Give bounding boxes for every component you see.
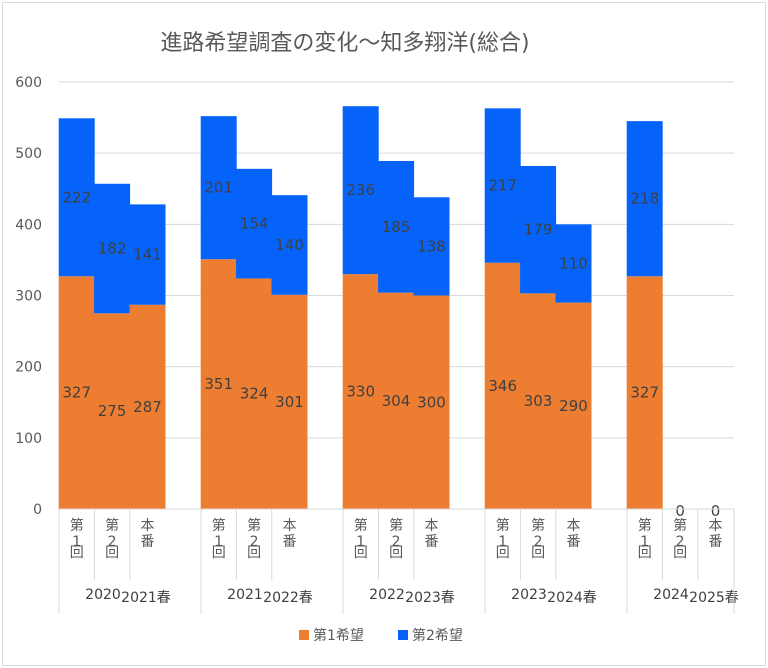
bar-first-choice [520,293,557,509]
data-label-second-choice: 218 [630,190,659,208]
data-label-second-choice: 217 [488,177,517,195]
data-label-second-choice: 182 [98,240,127,258]
data-label-second-choice: 138 [417,237,446,255]
x-group-label-spring: 2024春 [547,590,597,606]
bar-second-choice [58,118,95,277]
data-label-first-choice: 346 [488,377,517,395]
x-group-label-spring: 2025春 [689,590,739,606]
data-label-second-choice: 185 [382,218,411,236]
data-label-second-choice: 140 [275,236,304,254]
data-label-first-choice: 301 [275,393,304,411]
data-label-second-choice: 222 [62,188,91,206]
bar-second-choice [200,116,237,260]
x-group-label-year: 2021 [227,587,263,603]
x-group-label-spring: 2021春 [121,590,171,606]
bar-second-choice [413,197,450,296]
x-group-label-spring: 2022春 [263,590,313,606]
x-group-label-year: 2020 [85,587,121,603]
data-label-second-choice: 154 [240,215,269,233]
legend-label-first-choice: 第1希望 [313,627,364,644]
bar-first-choice [413,295,450,509]
data-label-first-choice: 275 [98,402,127,420]
data-label-first-choice: 303 [524,392,553,410]
data-label-first-choice: 324 [240,385,269,403]
bar-first-choice [378,292,415,509]
legend-swatch-second-choice [398,630,408,640]
data-label-second-choice: 201 [204,179,233,197]
x-group-label-year: 2024 [653,587,689,603]
bar-first-choice [94,313,131,509]
x-category-label: 本番 [567,518,581,550]
chart-title: 進路希望調査の変化～知多翔洋(総合) [160,31,529,56]
bar-second-choice [484,108,521,263]
bar-first-choice [626,276,663,509]
bar-second-choice [378,160,415,293]
bar-second-choice [342,106,379,275]
y-tick-label: 500 [15,146,42,162]
y-tick-label: 300 [15,289,42,305]
data-label-second-choice: 179 [524,221,553,239]
x-group-label-year: 2023 [511,587,547,603]
y-tick-label: 600 [15,75,42,91]
bar-first-choice [342,274,379,509]
data-label-second-choice: 236 [346,181,375,199]
x-category-label: 本番 [141,518,155,550]
data-label-second-choice: 110 [559,254,588,272]
y-tick-label: 400 [15,217,42,233]
bar-first-choice [200,259,237,509]
data-label-first-choice: 351 [204,375,233,393]
x-group-label-year: 2022 [369,587,405,603]
x-category-label: 本番 [709,518,723,550]
x-category-label: 本番 [283,518,297,550]
bar-second-choice [626,121,663,277]
data-label-zero: 0 [675,502,685,520]
bar-first-choice [484,262,521,509]
data-label-second-choice: 141 [133,246,162,264]
y-tick-label: 0 [33,502,42,518]
data-label-first-choice: 300 [417,393,446,411]
data-label-first-choice: 327 [630,384,659,402]
data-label-first-choice: 304 [382,392,411,410]
y-tick-label: 100 [15,431,42,447]
y-tick-label: 200 [15,360,42,376]
bar-first-choice [271,294,308,509]
data-label-first-choice: 290 [559,397,588,415]
data-label-first-choice: 330 [346,383,375,401]
bar-first-choice [555,302,592,509]
bar-second-choice [94,183,131,314]
data-label-first-choice: 287 [133,398,162,416]
bar-first-choice [58,276,95,509]
bar-second-choice [555,224,592,303]
x-group-label-spring: 2023春 [405,590,455,606]
bar-second-choice [236,168,273,279]
data-label-zero: 0 [711,502,721,520]
data-label-first-choice: 327 [62,384,91,402]
bar-first-choice [236,278,273,509]
bar-second-choice [271,195,308,295]
bar-second-choice [520,165,557,294]
bar-first-choice [129,304,166,509]
legend-label-second-choice: 第2希望 [412,627,463,644]
bar-second-choice [129,204,166,305]
x-category-label: 本番 [425,518,439,550]
legend-swatch-first-choice [299,630,309,640]
